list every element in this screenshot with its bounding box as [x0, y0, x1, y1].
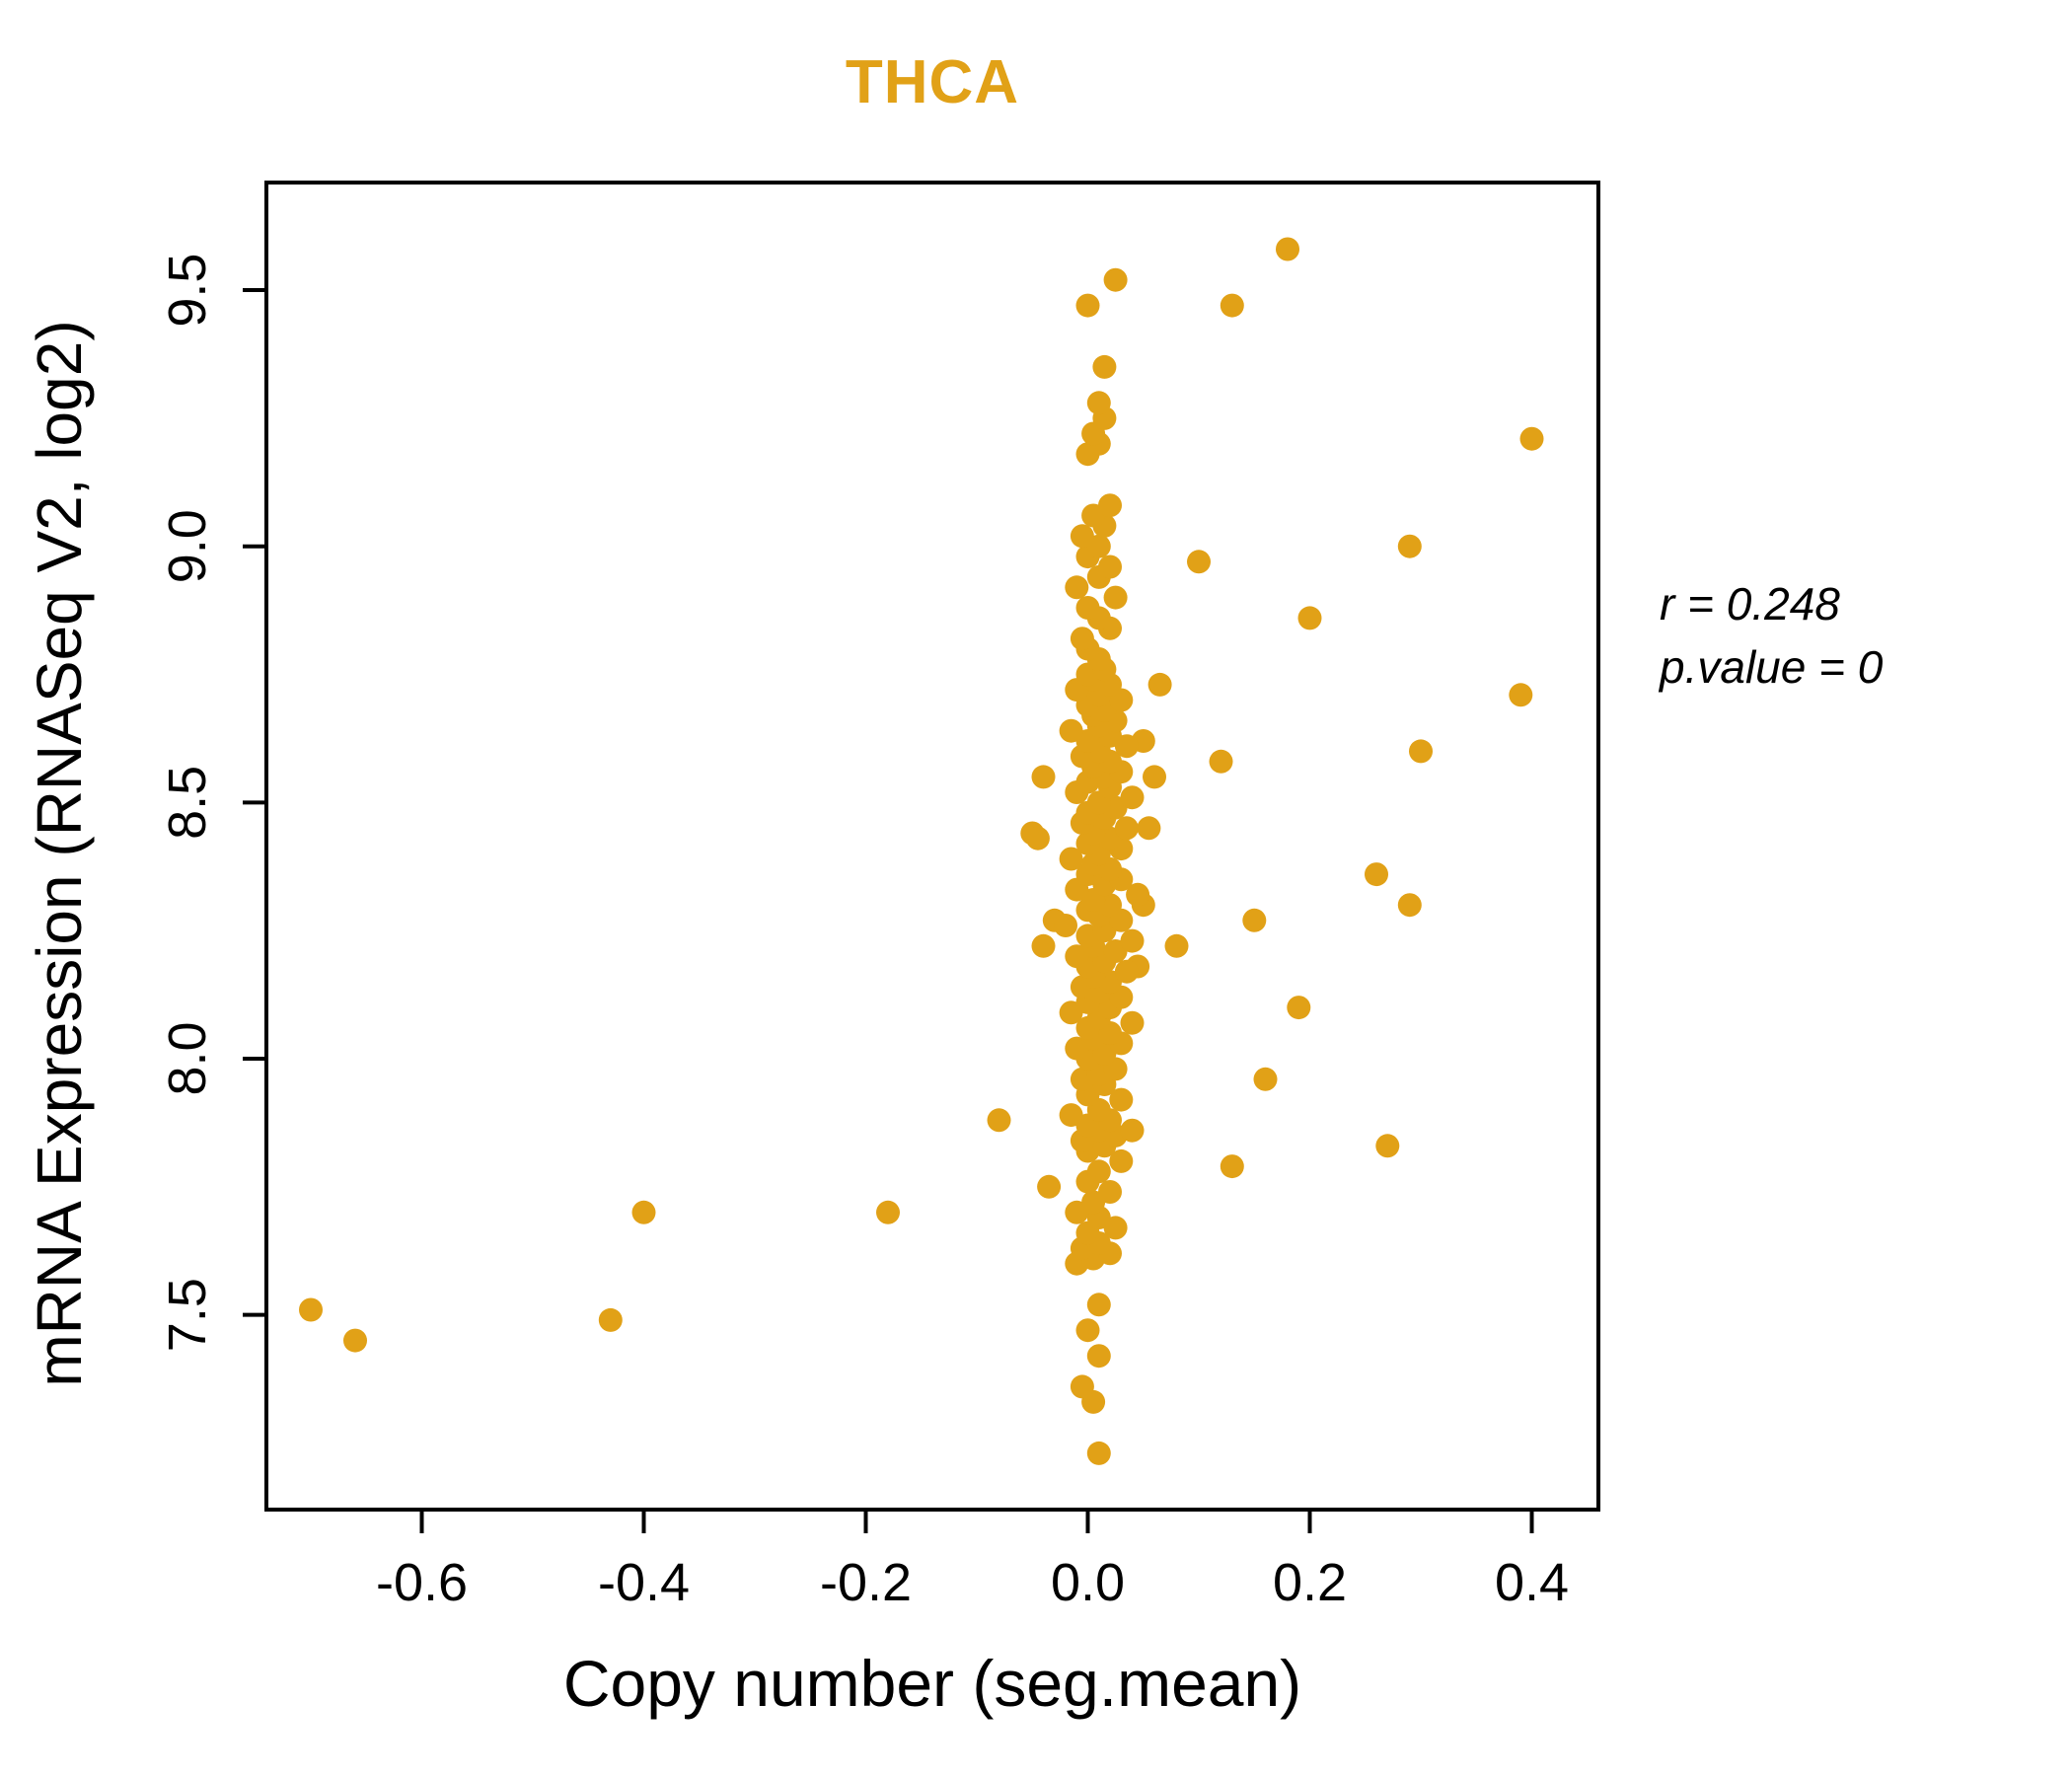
x-tick-label: -0.6 [376, 1553, 468, 1612]
data-point [1059, 847, 1083, 871]
data-point [1059, 718, 1083, 743]
data-point [1103, 585, 1128, 610]
x-tick-label: 0.2 [1273, 1553, 1347, 1612]
data-point [1397, 893, 1422, 918]
data-point [1037, 1174, 1062, 1199]
data-point [1086, 391, 1111, 415]
data-point [1287, 996, 1311, 1020]
data-point [1086, 1441, 1111, 1465]
data-point [1075, 1318, 1100, 1343]
data-point [1059, 1103, 1083, 1128]
data-point [1109, 1087, 1134, 1112]
data-point [1126, 882, 1150, 907]
data-point [1120, 785, 1145, 810]
data-point [1075, 596, 1100, 620]
data-point [1147, 672, 1172, 697]
data-point [1103, 267, 1128, 292]
data-point [1070, 1374, 1094, 1399]
data-point [1220, 293, 1244, 318]
data-point [1509, 683, 1533, 707]
data-point [299, 1297, 323, 1322]
data-point [1164, 933, 1189, 958]
data-point [1519, 426, 1544, 451]
x-tick-label: 0.0 [1051, 1553, 1125, 1612]
y-tick-label: 8.5 [158, 766, 217, 840]
data-point [1365, 862, 1388, 887]
data-point [1098, 1180, 1122, 1204]
data-point [1409, 739, 1433, 764]
data-point [987, 1108, 1011, 1133]
correlation-pvalue-text: p.value = 0 [1660, 641, 1884, 693]
data-point [1143, 765, 1166, 789]
data-point [1209, 749, 1233, 774]
data-point [1137, 816, 1161, 841]
y-tick-label: 8.0 [158, 1021, 217, 1095]
data-point [1086, 1293, 1111, 1317]
data-point [1086, 1159, 1111, 1184]
data-point [1120, 1118, 1145, 1143]
x-tick-label: 0.4 [1495, 1553, 1569, 1612]
correlation-annotation: r = 0.248 p.value = 0 [1660, 572, 1883, 699]
data-point [1397, 534, 1422, 558]
data-point [1187, 550, 1211, 574]
x-axis-label: Copy number (seg.mean) [562, 1647, 1302, 1720]
data-point [1276, 237, 1299, 261]
data-point [1070, 524, 1094, 549]
x-tick-label: -0.2 [820, 1553, 912, 1612]
y-tick-label: 9.5 [158, 254, 217, 328]
data-point [1086, 1344, 1111, 1369]
data-point [1114, 816, 1139, 841]
y-axis-label: mRNA Expression (RNASeq V2, log2) [24, 320, 95, 1387]
data-point [1375, 1134, 1400, 1158]
data-point [1025, 826, 1050, 851]
data-point [1109, 1148, 1134, 1173]
data-point [598, 1307, 623, 1332]
data-point [1120, 1010, 1145, 1035]
data-point [1054, 914, 1077, 937]
data-point [1031, 765, 1056, 789]
data-point [1070, 627, 1094, 651]
plot-box [264, 181, 1600, 1512]
data-point [1220, 1154, 1244, 1179]
data-point [1098, 493, 1122, 518]
data-point [1242, 908, 1267, 932]
data-point [1075, 293, 1100, 318]
y-tick-label: 7.5 [158, 1278, 217, 1352]
data-point [1092, 354, 1117, 379]
data-point [631, 1200, 656, 1224]
chart-title: THCA [845, 48, 1020, 116]
data-point [1297, 606, 1322, 630]
data-point [343, 1328, 367, 1353]
data-point [1031, 933, 1056, 958]
data-point [1120, 928, 1145, 953]
data-point [1098, 555, 1122, 579]
y-tick-label: 9.0 [158, 509, 217, 583]
data-point [1065, 575, 1089, 600]
data-point [1114, 959, 1139, 984]
x-tick-label: -0.4 [598, 1553, 690, 1612]
correlation-r-text: r = 0.248 [1660, 578, 1840, 629]
data-point [876, 1200, 900, 1224]
data-point [1253, 1067, 1278, 1091]
